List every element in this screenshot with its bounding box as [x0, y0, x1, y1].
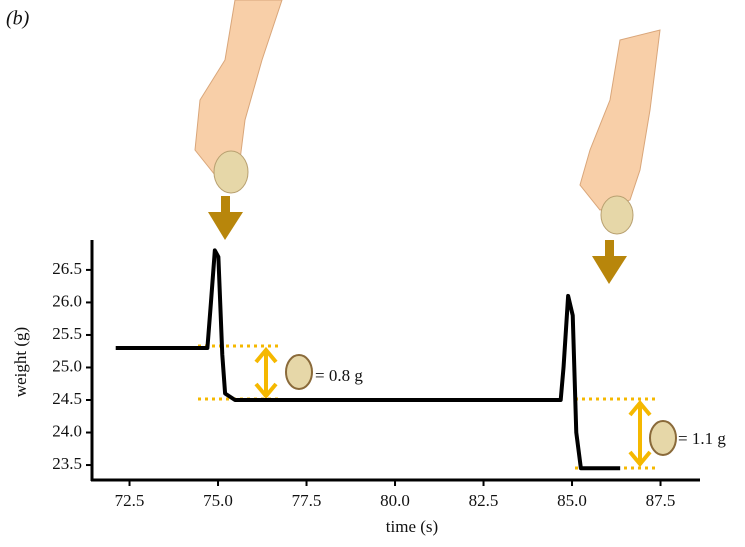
y-tick-label: 24.0 — [52, 421, 82, 440]
y-tick-label: 25.0 — [52, 356, 82, 375]
x-tick-label: 85.0 — [557, 491, 587, 510]
y-tick-label: 25.5 — [52, 324, 82, 343]
y-tick-label: 26.5 — [52, 259, 82, 278]
annotation: = 1.1 g — [678, 429, 726, 448]
hand-right — [580, 30, 660, 284]
weight-line — [116, 250, 620, 468]
y-tick-label: 24.5 — [52, 389, 82, 408]
hand-left — [195, 0, 282, 240]
y-axis-label: weight (g) — [11, 327, 30, 397]
x-tick-label: 80.0 — [380, 491, 410, 510]
y-tick-label: 26.0 — [52, 291, 82, 310]
x-axis-label: time (s) — [386, 517, 438, 536]
x-tick-label: 77.5 — [292, 491, 322, 510]
annotation: = 0.8 g — [315, 366, 363, 385]
panel-label: (b) — [6, 8, 30, 30]
y-tick-label: 23.5 — [52, 454, 82, 473]
weight-change-markers — [198, 346, 676, 468]
x-tick-label: 75.0 — [203, 491, 233, 510]
chart: (b) = 0.8 g = 1.1 g time (s) weight (g) … — [0, 0, 745, 542]
x-tick-label: 72.5 — [115, 491, 145, 510]
x-tick-label: 87.5 — [646, 491, 676, 510]
x-tick-label: 82.5 — [469, 491, 499, 510]
